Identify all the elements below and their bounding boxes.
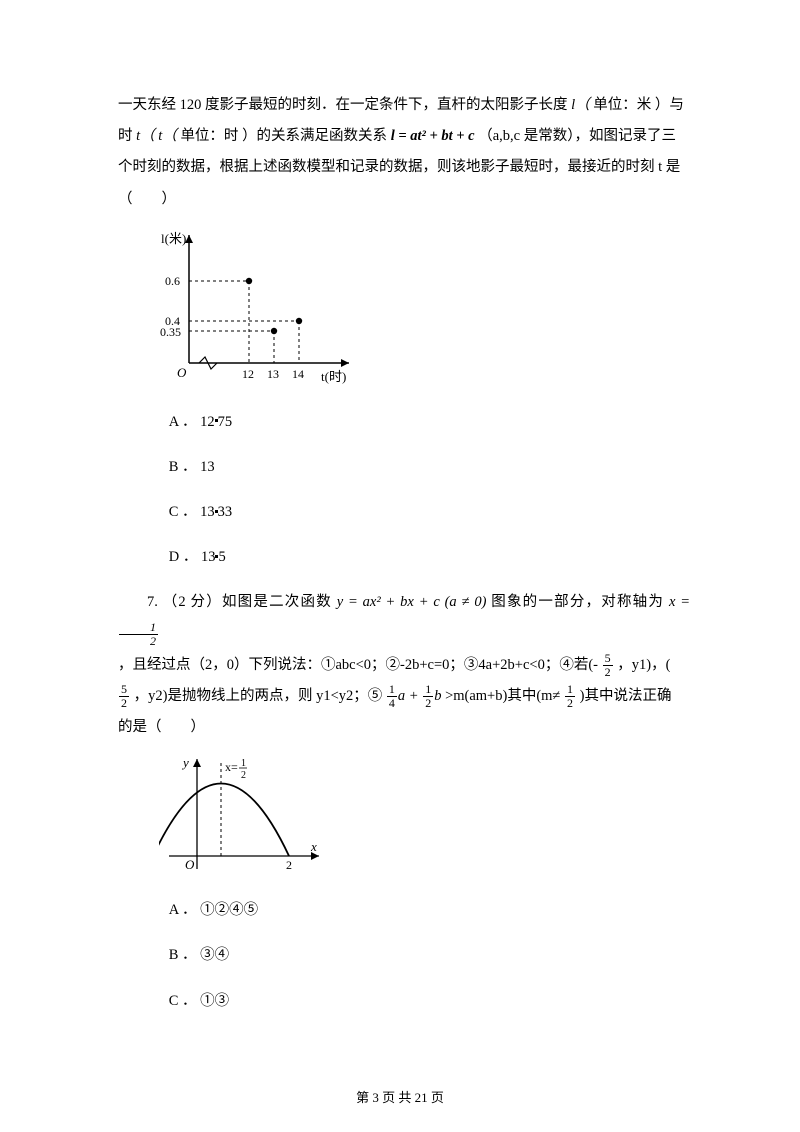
q7-option-a[interactable]: A ． ①②④⑤ bbox=[169, 895, 690, 926]
q6-stem-line4: （ ） bbox=[118, 184, 690, 215]
equation: l = at² + bt + c bbox=[391, 128, 479, 144]
q7-stem-line4: 的是（ ） bbox=[118, 712, 690, 743]
q6-option-c[interactable]: C ． 1333 bbox=[169, 497, 690, 528]
text: 一天东经 120 度影子最短的时刻．在一定条件下，直杆的太阳影子长度 bbox=[118, 97, 571, 113]
y-axis-label: y bbox=[181, 755, 189, 770]
q7-option-c[interactable]: C ． ①③ bbox=[169, 986, 690, 1017]
data-point bbox=[295, 317, 301, 323]
q6-option-a[interactable]: A ． 1275 bbox=[169, 407, 690, 438]
q7-stem-line3: 52 ，y2)是抛物线上的两点，则 y1<y2；⑤ 14a + 12b >m(a… bbox=[118, 681, 690, 712]
text: 时 bbox=[118, 128, 136, 144]
page-footer: 第 3 页 共 21 页 bbox=[0, 1087, 800, 1106]
data-point bbox=[245, 277, 251, 283]
text: a + bbox=[398, 688, 422, 704]
q6-stem-line1: 一天东经 120 度影子最短的时刻．在一定条件下，直杆的太阳影子长度 l（ 单位… bbox=[118, 90, 690, 121]
q7-graph: y x O x= 1 2 2 bbox=[159, 751, 690, 881]
q7-option-b[interactable]: B ． ③④ bbox=[169, 940, 690, 971]
text: 图象的一部分，对称轴为 bbox=[486, 594, 669, 610]
q7-stem-line2: ，且经过点（2，0）下列说法：①abc<0；②-2b+c=0；③4a+2b+c<… bbox=[118, 650, 690, 681]
frac-5-2: 52 bbox=[119, 683, 129, 709]
ytick-06: 0.6 bbox=[165, 274, 180, 288]
text: 单位：米 bbox=[590, 97, 655, 113]
text: 7. （2 分）如图是二次函数 bbox=[147, 594, 337, 610]
data-point bbox=[270, 327, 276, 333]
q6-options: A ． 1275 B ． 13 C ． 1333 D ． 135 bbox=[118, 407, 690, 574]
text: ）与 bbox=[655, 97, 684, 113]
ytick-035: 0.35 bbox=[160, 325, 181, 339]
q6-graph: l(米) t(时) O 0.6 0.4 0.35 12 13 14 bbox=[159, 223, 690, 393]
xtick-12: 12 bbox=[242, 367, 254, 381]
frac-1-2: 12 bbox=[565, 683, 575, 709]
var-l: l（ bbox=[571, 97, 590, 113]
var-t: t（ t（ bbox=[136, 128, 177, 144]
text: （a,b,c 是常数），如图记录了三 bbox=[478, 128, 676, 144]
q6-stem-line3: 个时刻的数据，根据上述函数模型和记录的数据，则该地影子最短时，最接近的时刻 t … bbox=[118, 152, 690, 183]
sym-axis-label: x= bbox=[225, 760, 238, 774]
text: 单位：时 bbox=[177, 128, 242, 144]
equation: y = ax² + bx + c (a ≠ 0) bbox=[337, 594, 487, 610]
xtick-14: 14 bbox=[292, 367, 304, 381]
q7-options: A ． ①②④⑤ B ． ③④ C ． ①③ bbox=[118, 895, 690, 1017]
q6-stem-line2: 时 t（ t（ 单位：时 ）的关系满足函数关系 l = at² + bt + c… bbox=[118, 121, 690, 152]
origin-label: O bbox=[185, 857, 195, 872]
text: ，y2)是抛物线上的两点，则 y1<y2；⑤ bbox=[130, 688, 386, 704]
q6-option-d[interactable]: D ． 135 bbox=[169, 542, 690, 573]
y-axis-label: l(米) bbox=[161, 231, 186, 246]
svg-text:1: 1 bbox=[241, 758, 246, 769]
text: )其中说法正确 bbox=[576, 688, 671, 704]
xtick-13: 13 bbox=[267, 367, 279, 381]
text: >m(am+b)其中(m≠ bbox=[441, 688, 564, 704]
text: ）的关系满足函数关系 bbox=[242, 128, 391, 144]
q7-stem-line1: 7. （2 分）如图是二次函数 y = ax² + bx + c (a ≠ 0)… bbox=[118, 587, 690, 649]
x-axis-label: x bbox=[310, 839, 317, 854]
xtick-2: 2 bbox=[286, 858, 292, 872]
x-axis-label: t(时) bbox=[321, 369, 346, 384]
q6-option-b[interactable]: B ． 13 bbox=[169, 452, 690, 483]
origin-label: O bbox=[177, 365, 187, 380]
parabola-curve bbox=[159, 784, 289, 857]
frac-1-2: 12 bbox=[423, 683, 433, 709]
text: ，且经过点（2，0）下列说法：①abc<0；②-2b+c=0；③4a+2b+c<… bbox=[118, 657, 602, 673]
svg-text:2: 2 bbox=[241, 770, 246, 781]
frac-5-2: 52 bbox=[603, 652, 613, 678]
text: ，y1)，( bbox=[614, 657, 671, 673]
frac-1-4: 14 bbox=[387, 683, 397, 709]
